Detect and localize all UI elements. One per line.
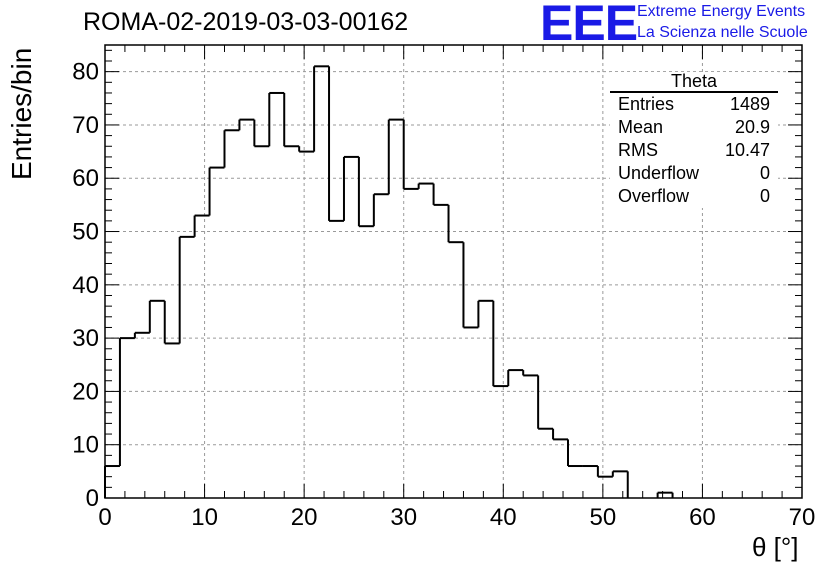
x-tick-label: 10 xyxy=(191,504,218,531)
axis-ticks xyxy=(104,45,803,499)
y-tick-label: 30 xyxy=(72,325,99,352)
x-tick-label: 0 xyxy=(98,504,111,531)
y-tick-label: 60 xyxy=(72,165,99,192)
logo-line-2: La Scienza nelle Scuole xyxy=(637,24,808,41)
stats-value: 1489 xyxy=(729,94,770,114)
stats-row-entries: Entries 1489 xyxy=(610,93,778,116)
y-tick-label: 40 xyxy=(72,272,99,299)
stats-value: 0 xyxy=(759,186,770,206)
x-tick-label: 30 xyxy=(390,504,417,531)
tick-labels: 0 10 20 30 40 50 60 70 0 10 20 30 40 50 60 70 80 xyxy=(72,59,815,531)
stats-row-overflow: Overflow 0 xyxy=(610,185,778,208)
logo-line-1: Extreme Energy Events xyxy=(637,3,806,20)
stats-label: Entries xyxy=(618,94,675,114)
stats-row-mean: Mean 20.9 xyxy=(610,116,778,139)
x-axis-label: θ [°] xyxy=(752,532,799,562)
x-tick-label: 40 xyxy=(490,504,517,531)
x-tick-label: 60 xyxy=(689,504,716,531)
stats-label: Underflow xyxy=(618,163,700,183)
y-tick-label: 80 xyxy=(72,59,99,86)
stats-box: Theta Entries 1489 Mean 20.9 RMS 10.47 U… xyxy=(610,72,778,208)
stats-row-rms: RMS 10.47 xyxy=(610,139,778,162)
y-tick-label: 50 xyxy=(72,219,99,246)
x-tick-label: 20 xyxy=(291,504,318,531)
grid-lines xyxy=(105,45,802,498)
y-axis-label: Entries/bin xyxy=(6,47,37,180)
y-tick-label: 20 xyxy=(72,378,99,405)
eee-logo: EEE xyxy=(540,0,638,51)
chart-title: ROMA-02-2019-03-03-00162 xyxy=(83,8,409,36)
y-tick-label: 70 xyxy=(72,112,99,139)
y-tick-label: 10 xyxy=(72,432,99,459)
stats-title: Theta xyxy=(610,72,778,93)
x-tick-label: 50 xyxy=(590,504,617,531)
histogram-series xyxy=(104,65,674,498)
stats-value: 0 xyxy=(759,163,770,183)
plot-frame xyxy=(104,44,803,499)
y-tick-label: 0 xyxy=(86,485,99,512)
stats-value: 10.47 xyxy=(724,140,770,160)
x-tick-label: 70 xyxy=(789,504,816,531)
stats-label: Mean xyxy=(618,117,664,137)
stats-value: 20.9 xyxy=(734,117,770,137)
stats-row-underflow: Underflow 0 xyxy=(610,162,778,185)
stats-label: RMS xyxy=(618,140,658,160)
stats-label: Overflow xyxy=(618,186,690,206)
